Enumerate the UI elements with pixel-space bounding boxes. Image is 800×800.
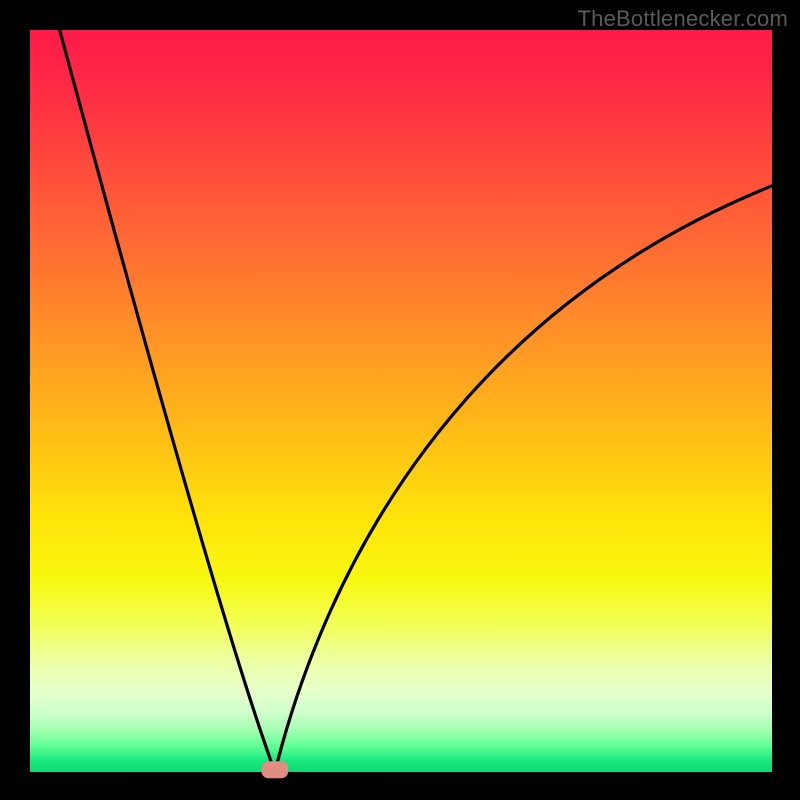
optimal-point-marker [262, 761, 289, 778]
bottleneck-chart [0, 0, 800, 800]
watermark-text: TheBottlenecker.com [578, 6, 788, 32]
chart-container: TheBottlenecker.com [0, 0, 800, 800]
plot-area [30, 30, 772, 772]
